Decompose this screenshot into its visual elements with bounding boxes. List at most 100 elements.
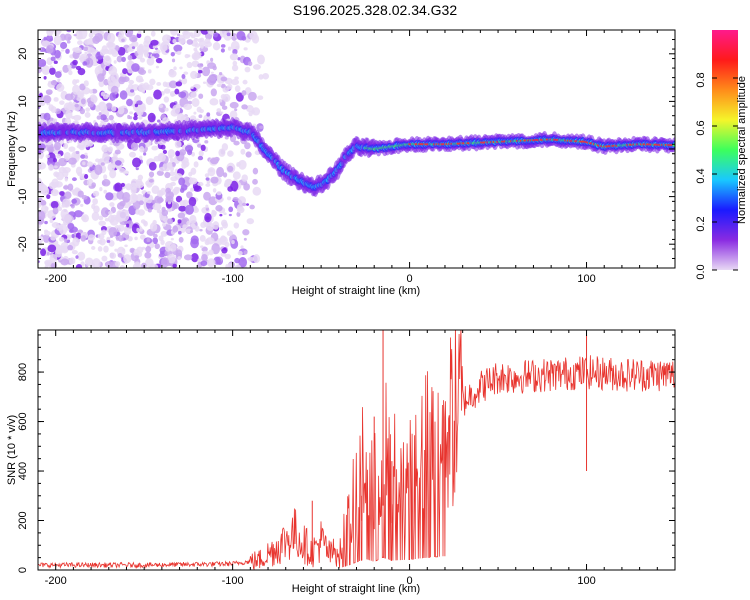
spectrogram-noise-blob — [62, 198, 71, 208]
spectrogram-noise-blob — [84, 155, 89, 159]
spectrogram-noise-blob — [52, 80, 57, 84]
spectrogram-noise-blob — [220, 44, 226, 48]
spectrogram-noise-blob — [65, 48, 70, 54]
spectrogram-noise-blob — [129, 151, 136, 158]
spectrogram-noise-blob — [234, 264, 242, 268]
spectrogram-noise-blob — [207, 30, 213, 34]
spectrogram-noise-blob — [218, 98, 223, 103]
spectrogram-noise-blob — [138, 69, 147, 75]
spectrogram-noise-blob — [206, 112, 211, 117]
spectrogram-noise-blob — [210, 88, 217, 97]
spectrogram-noise-blob — [73, 114, 82, 121]
spectrogram-noise-blob — [117, 210, 127, 222]
x-tick-label: -100 — [222, 273, 244, 285]
spectrogram-noise-blob — [48, 80, 52, 85]
spectrogram-noise-blob — [46, 251, 50, 256]
spectrogram-noise-blob — [91, 88, 98, 94]
spectrogram-noise-blob — [38, 152, 41, 159]
spectrogram-noise-blob — [131, 63, 140, 72]
spectrogram-noise-blob — [193, 37, 199, 42]
spectrogram-noise-blob — [116, 190, 125, 200]
spectrogram-noise-blob — [38, 260, 41, 263]
spectrogram-noise-blob — [135, 208, 140, 215]
spectrogram-noise-blob — [38, 118, 45, 123]
spectrogram-noise-blob — [67, 64, 72, 69]
spectrogram-noise-blob — [197, 63, 204, 68]
spectrogram-noise-blob — [190, 34, 196, 39]
spectrogram-noise-blob — [80, 235, 87, 242]
spectrogram-noise-blob — [95, 105, 101, 112]
spectrogram-noise-blob — [136, 100, 143, 105]
spectrogram-noise-blob — [97, 73, 105, 82]
spectrogram-noise-blob — [146, 57, 155, 66]
spectrogram-noise-blob — [71, 249, 78, 255]
spectrogram-noise-blob — [204, 212, 212, 223]
spectrogram-noise-blob — [200, 260, 208, 267]
spectrogram-noise-blob — [237, 196, 246, 205]
spectrogram-noise-blob — [226, 196, 232, 201]
spectrogram-noise-blob — [129, 193, 138, 203]
spectrogram-noise-blob — [38, 202, 42, 209]
spectrogram-noise-blob — [68, 70, 73, 76]
spectrogram-noise-blob — [160, 144, 166, 150]
spectrogram-noise-blob — [245, 151, 252, 158]
spectrogram-noise-blob — [73, 33, 77, 37]
spectrogram-noise-blob — [168, 70, 177, 78]
spectrogram-noise-blob — [55, 172, 60, 178]
spectrogram-noise-blob — [171, 161, 176, 167]
spectrogram-noise-blob — [99, 114, 107, 121]
spectrogram-noise-blob — [236, 206, 245, 214]
spectrogram-noise-blob — [106, 236, 111, 241]
spectrogram-noise-blob — [147, 208, 152, 213]
spectrogram-noise-blob — [136, 106, 144, 117]
spectrogram-noise-blob — [148, 171, 155, 178]
snr-ylabel: SNR (10 * v/v) — [6, 415, 18, 485]
spectrogram-noise-blob — [227, 263, 233, 268]
spectrogram-noise-blob — [194, 225, 200, 232]
spectrogram-noise-blob — [56, 83, 65, 92]
spectrogram-noise-blob — [212, 188, 217, 193]
spectrogram-noise-blob — [156, 82, 162, 86]
spectrogram-noise-blob — [220, 76, 228, 82]
spectrogram-ylabel: Frequency (Hz) — [6, 111, 18, 187]
spectrogram-noise-blob — [199, 234, 206, 242]
spectrogram-noise-blob — [233, 222, 240, 229]
spectrogram-noise-blob — [109, 252, 117, 259]
spectrogram-noise-blob — [156, 209, 162, 214]
spectrogram-noise-blob — [222, 172, 228, 178]
spectrogram-noise-blob — [216, 83, 222, 88]
spectrogram-noise-blob — [133, 115, 138, 121]
spectrogram-noise-blob — [97, 246, 103, 252]
spectrogram-noise-blob — [200, 144, 206, 152]
spectrogram-noise-blob — [190, 167, 197, 175]
spectrogram-noise-blob — [244, 142, 251, 150]
spectrogram-noise-blob — [155, 57, 163, 64]
spectrogram-noise-blob — [183, 71, 189, 75]
spectrogram-noise-blob — [232, 171, 241, 180]
spectrogram-noise-blob — [181, 77, 188, 85]
spectrogram-noise-blob — [198, 93, 204, 99]
spectrogram-noise-blob — [229, 110, 238, 120]
spectrogram-noise-blob — [242, 79, 248, 85]
spectrogram-noise-blob — [84, 257, 94, 267]
spectrogram-noise-blob — [121, 192, 131, 203]
spectrogram-noise-blob — [70, 203, 75, 209]
spectrogram-noise-blob — [82, 161, 86, 166]
spectrogram-noise-blob — [100, 207, 110, 218]
spectrogram-noise-blob — [206, 258, 216, 267]
spectrogram-noise-blob — [185, 204, 194, 215]
spectrogram-noise-blob — [108, 210, 113, 215]
spectrogram-noise-blob — [197, 155, 204, 161]
spectrogram-noise-blob — [124, 244, 128, 248]
spectrogram-noise-blob — [79, 108, 86, 115]
spectrogram-noise-blob — [169, 157, 175, 163]
spectrogram-noise-blob — [99, 238, 106, 246]
spectrogram-noise-blob — [205, 177, 210, 181]
spectrogram-noise-blob — [158, 253, 165, 258]
spectrogram-noise-blob — [43, 95, 52, 104]
spectrogram-noise-blob — [84, 51, 88, 55]
spectrogram-noise-blob — [85, 107, 91, 112]
spectrogram-noise-blob — [172, 202, 180, 210]
spectrogram-noise-blob — [75, 255, 79, 259]
